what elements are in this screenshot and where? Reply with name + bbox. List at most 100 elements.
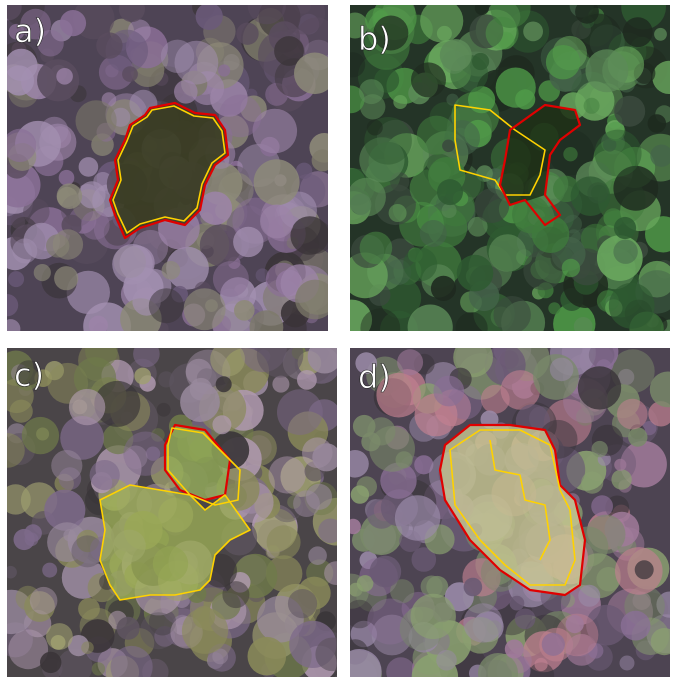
canopy-texture <box>654 28 667 41</box>
canopy-texture <box>436 650 457 671</box>
canopy-texture <box>4 65 34 95</box>
canopy-texture <box>60 10 86 36</box>
canopy-texture <box>457 255 494 292</box>
canopy-texture <box>216 376 232 392</box>
canopy-texture <box>46 623 73 650</box>
canopy-texture <box>54 266 78 290</box>
canopy-texture <box>609 283 655 329</box>
canopy-texture <box>623 17 653 47</box>
canopy-texture <box>546 45 580 79</box>
canopy-texture <box>628 427 647 446</box>
canopy-texture <box>297 370 317 390</box>
canopy-texture <box>395 495 440 540</box>
canopy-texture <box>442 50 466 74</box>
canopy-texture <box>397 349 423 375</box>
canopy-texture <box>431 276 456 301</box>
canopy-texture <box>174 80 198 104</box>
canopy-texture <box>347 178 386 217</box>
canopy-texture <box>277 389 323 435</box>
canopy-texture <box>90 460 120 490</box>
canopy-texture <box>308 340 342 374</box>
canopy-texture <box>30 587 58 615</box>
canopy-texture <box>456 312 488 344</box>
canopy-texture <box>433 376 464 407</box>
canopy-texture <box>489 234 527 272</box>
canopy-texture <box>535 658 548 671</box>
canopy-texture <box>295 280 335 320</box>
canopy-texture <box>315 638 349 672</box>
canopy-texture <box>575 0 599 24</box>
canopy-texture <box>578 366 621 409</box>
canopy-texture <box>595 130 642 177</box>
canopy-texture <box>611 469 631 489</box>
canopy-texture <box>34 264 51 281</box>
canopy-texture <box>3 129 36 162</box>
canopy-texture <box>614 217 636 239</box>
canopy-texture <box>218 64 230 76</box>
canopy-texture <box>542 633 565 656</box>
canopy-texture <box>648 114 667 133</box>
canopy-texture <box>56 68 73 85</box>
canopy-texture <box>650 145 672 167</box>
canopy-texture <box>463 603 502 642</box>
canopy-texture <box>585 49 628 92</box>
canopy-texture <box>4 566 17 579</box>
canopy-texture <box>408 305 453 350</box>
canopy-texture <box>133 341 160 368</box>
canopy-texture <box>69 389 105 425</box>
canopy-texture <box>162 261 181 280</box>
canopy-texture <box>341 450 369 478</box>
canopy-texture <box>505 640 524 659</box>
canopy-texture <box>515 609 536 630</box>
canopy-texture <box>574 317 593 336</box>
canopy-texture <box>360 232 393 265</box>
canopy-texture <box>157 403 171 417</box>
canopy-texture <box>222 581 249 608</box>
canopy-texture <box>161 40 194 73</box>
canopy-texture <box>563 147 577 161</box>
canopy-texture <box>117 617 140 640</box>
canopy-texture <box>149 288 184 323</box>
canopy-texture <box>494 296 531 333</box>
canopy-texture <box>89 316 108 335</box>
canopy-texture <box>260 204 294 238</box>
canopy-texture <box>312 443 340 471</box>
panel-label: a) <box>14 12 46 50</box>
canopy-texture <box>578 585 600 607</box>
canopy-texture <box>614 96 645 127</box>
canopy-texture <box>1 319 20 338</box>
canopy-texture <box>389 204 407 222</box>
canopy-texture <box>122 66 138 82</box>
canopy-texture <box>411 62 446 97</box>
canopy-texture <box>523 251 563 291</box>
canopy-texture <box>193 606 215 628</box>
canopy-texture <box>134 368 151 385</box>
page: a) b) c) d) (() => { const data = JSON.p… <box>0 0 673 681</box>
canopy-texture <box>635 560 654 579</box>
canopy-texture <box>621 611 651 641</box>
canopy-texture <box>411 594 456 639</box>
canopy-texture <box>370 556 402 588</box>
canopy-texture <box>312 149 334 171</box>
canopy-texture <box>360 308 400 348</box>
canopy-texture <box>586 515 625 554</box>
canopy-texture <box>81 211 110 240</box>
canopy-texture <box>184 288 226 330</box>
canopy-texture <box>442 203 457 218</box>
canopy-texture <box>257 331 304 378</box>
canopy-texture <box>158 371 174 387</box>
canopy-texture <box>359 79 384 104</box>
canopy-texture <box>42 563 57 578</box>
canopy-texture <box>234 300 255 321</box>
canopy-texture <box>57 183 83 209</box>
canopy-texture <box>523 22 543 42</box>
canopy-texture <box>562 259 580 277</box>
canopy-texture <box>85 335 118 368</box>
canopy-texture <box>212 415 231 434</box>
canopy-texture <box>510 596 525 611</box>
canopy-texture <box>269 456 306 493</box>
canopy-texture <box>76 100 117 141</box>
canopy-texture <box>620 656 635 671</box>
canopy-texture <box>96 32 122 58</box>
canopy-texture <box>53 229 83 259</box>
